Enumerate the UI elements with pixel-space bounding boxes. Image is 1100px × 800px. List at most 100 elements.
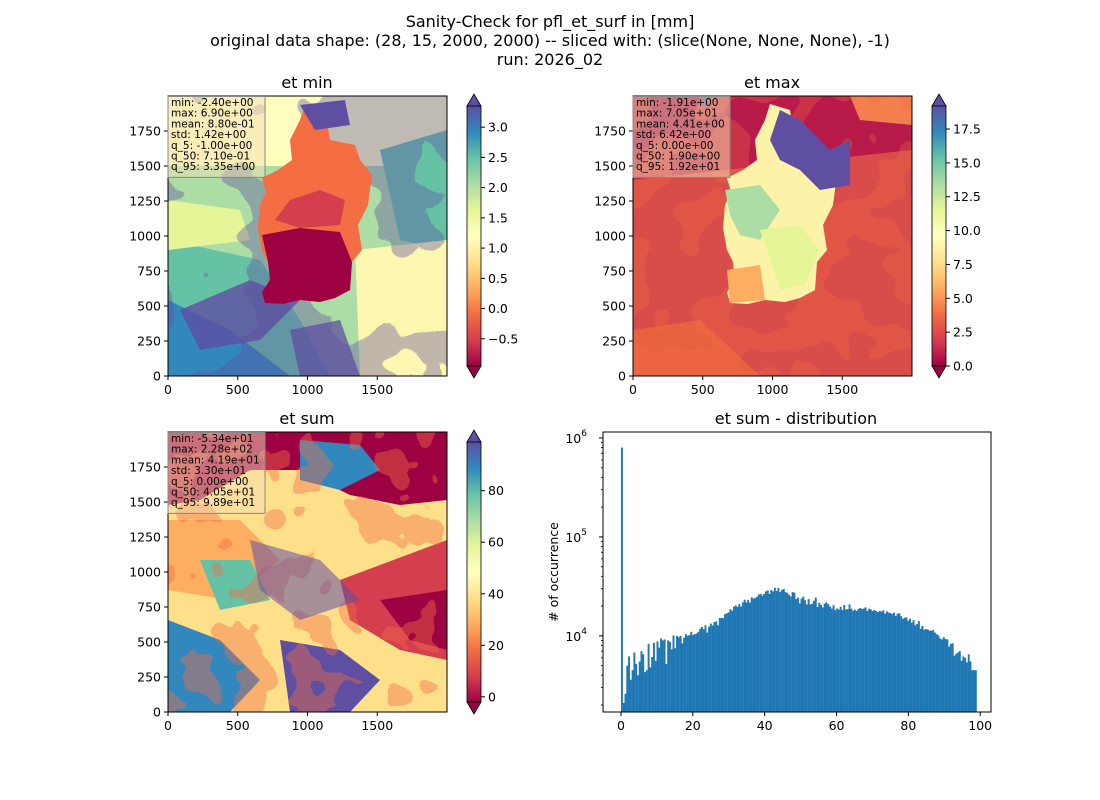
histogram-bar — [647, 643, 650, 712]
histogram-bar — [875, 611, 878, 712]
histogram-bar — [930, 630, 933, 712]
y-tick-label: 1750 — [129, 124, 161, 139]
histogram-bar — [740, 606, 743, 712]
histogram-bar — [677, 637, 680, 712]
axes-frame — [602, 431, 992, 713]
histogram-bar — [731, 610, 734, 712]
histogram-bar — [788, 594, 791, 712]
histogram-bar — [965, 662, 968, 712]
histogram-bar — [885, 611, 888, 712]
histogram-bar — [763, 593, 766, 712]
histogram-bar — [845, 609, 847, 712]
colorbar-tick-label: 1.5 — [488, 210, 508, 225]
y-tick-label: 1000 — [129, 565, 161, 580]
histogram-bar — [718, 617, 721, 712]
heatmap-image — [168, 432, 447, 712]
histogram-bar — [635, 663, 638, 712]
histogram-bar — [816, 606, 819, 712]
histogram-bar — [747, 600, 750, 712]
histogram-bar — [761, 595, 764, 712]
colorbar-extend-min — [466, 701, 482, 715]
colorbar-extend-min — [931, 365, 947, 379]
stats-box-background — [167, 432, 266, 514]
histogram-bar — [679, 635, 682, 712]
histogram-bar — [917, 621, 920, 712]
histogram-bar — [672, 635, 675, 712]
histogram-bar — [805, 604, 808, 712]
histogram-bar — [839, 606, 842, 712]
y-axis: 0 250 500 750 1000 1250 1500 1750 — [129, 460, 168, 720]
histogram-bar — [795, 599, 798, 712]
histogram-bar — [797, 597, 799, 712]
histogram-bar — [850, 608, 853, 712]
stats-line: max: 2.28e+02 — [171, 444, 253, 456]
stats-line: mean: 4.19e+01 — [171, 454, 260, 466]
histogram-bar — [745, 602, 748, 712]
histogram-bar — [750, 597, 753, 712]
histogram-bar — [789, 596, 792, 712]
histogram-bar — [937, 635, 940, 712]
y-tick-label: 1500 — [129, 495, 161, 510]
histogram-bar — [832, 605, 835, 712]
panel-et-sum: et sum 0 500 1000 1500 0 250 500 750 1000 1250 15… — [129, 409, 504, 733]
histogram-bar — [807, 599, 810, 712]
histogram-bar — [620, 447, 623, 712]
histogram-bar — [880, 611, 883, 712]
histogram-bar — [709, 623, 712, 712]
histogram-bar — [841, 610, 844, 712]
colorbar-tick-label: 80 — [488, 483, 504, 498]
x-tick-label: 0 — [164, 382, 172, 397]
histogram-bar — [942, 637, 945, 712]
histogram-bar — [724, 614, 727, 712]
x-axis: 0 500 1000 1500 — [164, 376, 393, 397]
histogram-bar — [967, 654, 970, 712]
histogram-bars — [620, 447, 977, 712]
y-tick-label: 1250 — [594, 194, 626, 209]
y-tick-label: 1250 — [129, 194, 161, 209]
y-tick-label: 500 — [137, 635, 161, 650]
histogram-bar — [775, 591, 778, 712]
y-tick-label: 750 — [602, 264, 626, 279]
y-tick-label: 106 — [565, 429, 587, 446]
histogram-bar — [708, 626, 711, 712]
histogram-bar — [644, 672, 647, 712]
histogram-bar — [834, 610, 837, 712]
histogram-bar — [820, 604, 823, 712]
histogram-bar — [971, 670, 974, 712]
stats-line: q_95: 1.92e+01 — [636, 161, 720, 173]
histogram-bar — [944, 638, 947, 712]
x-tick-label: 80 — [900, 718, 916, 733]
colorbar-extend-min — [466, 365, 482, 379]
histogram-bar — [939, 638, 942, 712]
histogram-bar — [734, 605, 737, 712]
y-axis: 0 250 500 750 1000 1250 1500 1750 — [129, 124, 168, 384]
histogram-bar — [958, 651, 961, 712]
histogram-bar — [699, 628, 702, 712]
colorbar-tick-label: 0.0 — [953, 359, 973, 374]
histogram-bar — [800, 598, 803, 712]
panel-et-min: et min 0 500 1000 1500 0 250 500 750 1000 1250 15… — [129, 73, 518, 397]
histogram-bar — [765, 591, 767, 712]
histogram-bar — [898, 613, 901, 712]
x-tick-label: 1000 — [292, 718, 324, 733]
histogram-bar — [624, 693, 627, 712]
stats-line: mean: 4.41e+00 — [636, 118, 725, 130]
histogram-bar — [964, 657, 967, 712]
stats-line: max: 7.05e+01 — [636, 108, 718, 120]
y-tick-label: 1000 — [594, 229, 626, 244]
y-tick-label: 750 — [137, 264, 161, 279]
histogram-bar — [642, 654, 645, 712]
histogram-bar — [843, 605, 846, 712]
histogram-bar — [649, 667, 652, 712]
histogram-bar — [941, 639, 943, 712]
histogram-bar — [866, 611, 869, 712]
histogram-bar — [658, 647, 661, 712]
histogram-bar — [631, 670, 634, 712]
histogram-bar — [638, 661, 641, 712]
y-axis-label: # of occurrence — [546, 522, 561, 622]
histogram-bar — [862, 608, 865, 712]
histogram-bar — [681, 643, 684, 712]
histogram-bar — [684, 634, 687, 712]
x-tick-label: 500 — [226, 382, 250, 397]
y-tick-label: 105 — [565, 528, 587, 545]
